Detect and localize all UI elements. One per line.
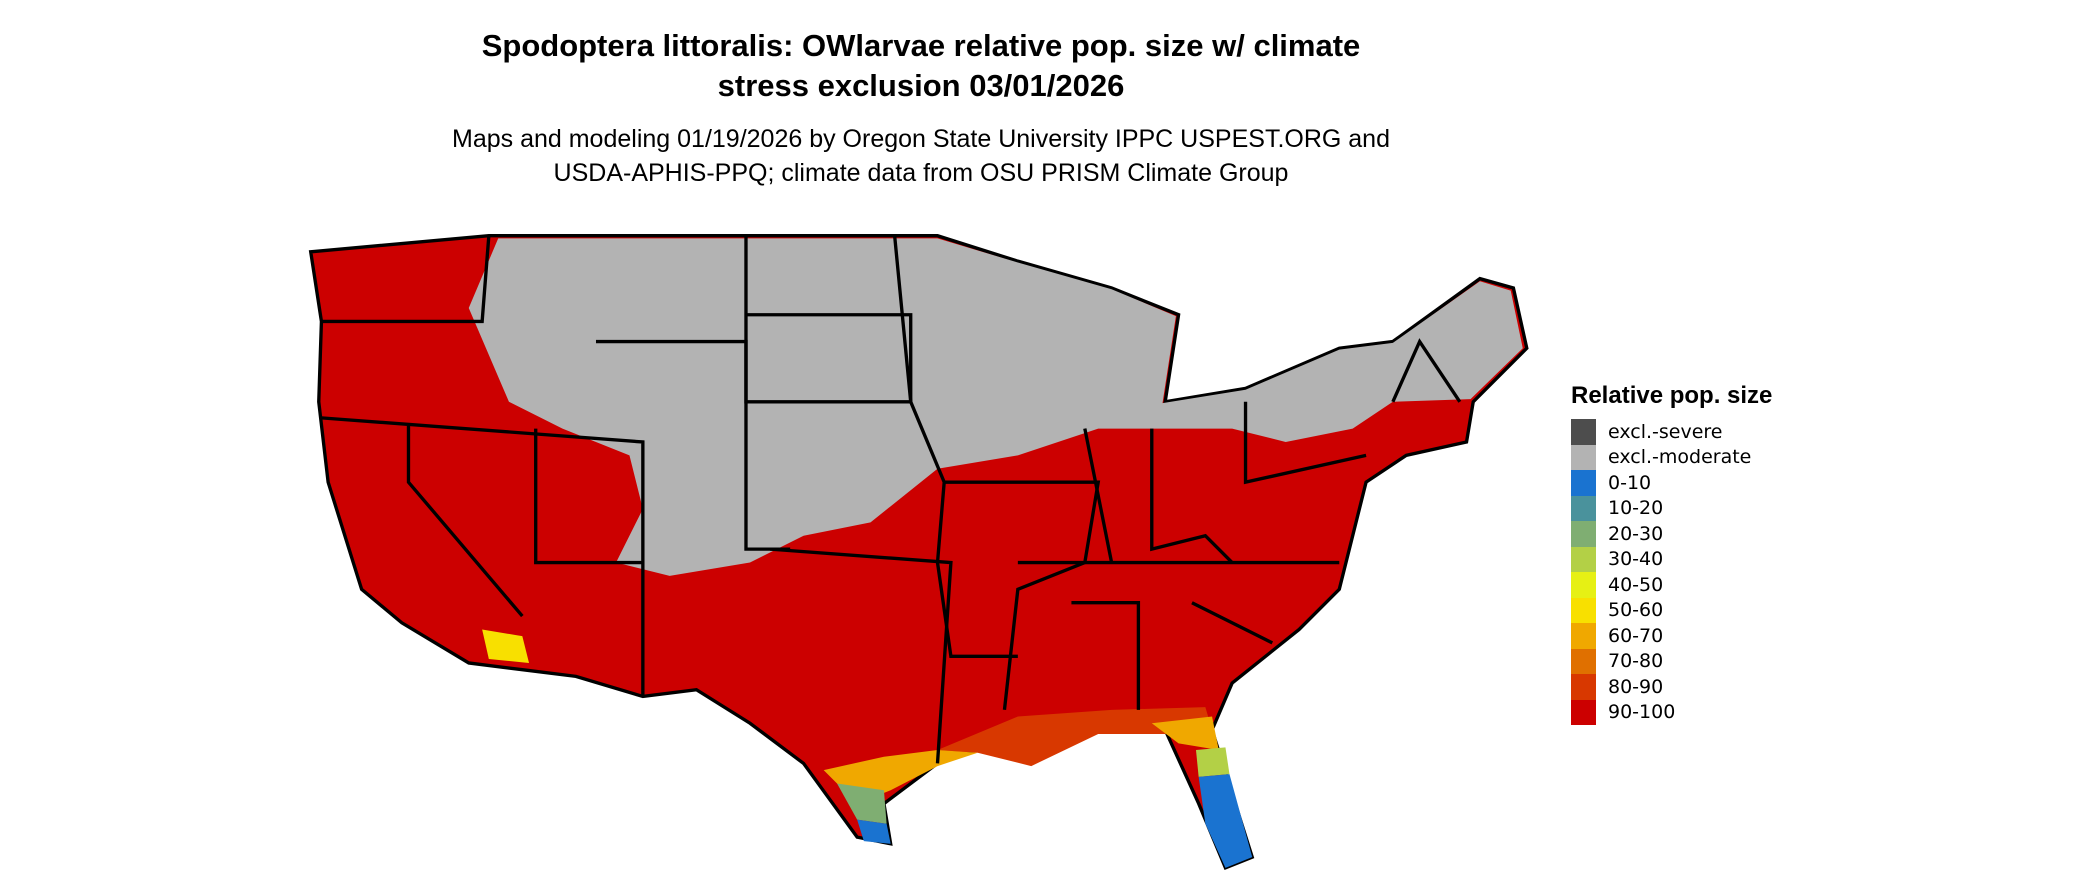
legend-swatch — [1571, 623, 1596, 649]
region-60-70-fl — [1151, 716, 1219, 751]
legend-label: 90-100 — [1608, 701, 1676, 724]
region-70-90 — [937, 707, 1213, 767]
legend-label: excl.-severe — [1608, 420, 1723, 443]
legend-item: excl.-severe — [1571, 419, 1772, 445]
legend-label: 30-40 — [1608, 548, 1664, 571]
legend-swatch — [1571, 699, 1596, 725]
legend-swatch — [1571, 546, 1596, 572]
legend-item: 50-60 — [1571, 597, 1772, 623]
legend-swatch — [1571, 495, 1596, 521]
legend-item: 40-50 — [1571, 572, 1772, 598]
legend-swatch — [1571, 597, 1596, 623]
legend-swatch — [1571, 470, 1596, 496]
legend-label: 70-80 — [1608, 650, 1664, 673]
region-50-60-ca — [482, 629, 530, 663]
subtitle-line-2: USDA-APHIS-PPQ; climate data from OSU PR… — [553, 159, 1289, 187]
map-title: Spodoptera littoralis: OWlarvae relative… — [0, 26, 1842, 106]
region-0-10-fl — [1198, 774, 1253, 868]
title-line-2: stress exclusion 03/01/2026 — [717, 68, 1125, 103]
legend-label: excl.-moderate — [1608, 446, 1752, 469]
legend-item: 60-70 — [1571, 623, 1772, 649]
legend-item: excl.-moderate — [1571, 444, 1772, 470]
legend-label: 0-10 — [1608, 471, 1652, 494]
region-30-40-fl — [1195, 747, 1230, 777]
legend-item: 10-20 — [1571, 495, 1772, 521]
legend-title: Relative pop. size — [1571, 382, 1773, 409]
legend-item: 70-80 — [1571, 648, 1772, 674]
legend-label: 40-50 — [1608, 573, 1664, 596]
legend-label: 20-30 — [1608, 522, 1664, 545]
legend-item: 80-90 — [1571, 674, 1772, 700]
legend-label: 60-70 — [1608, 624, 1664, 647]
legend-label: 80-90 — [1608, 675, 1664, 698]
region-0-10-tx — [857, 819, 891, 844]
legend-item: 20-30 — [1571, 521, 1772, 547]
legend: Relative pop. size excl.-severe excl.-mod… — [1571, 382, 1772, 725]
legend-item: 0-10 — [1571, 470, 1772, 496]
legend-swatch — [1571, 521, 1596, 547]
subtitle-line-1: Maps and modeling 01/19/2026 by Oregon S… — [452, 125, 1390, 153]
legend-swatch — [1571, 444, 1596, 470]
state-borders — [321, 235, 1462, 764]
legend-label: 10-20 — [1608, 497, 1664, 520]
legend-item: 90-100 — [1571, 699, 1772, 725]
region-10-40 — [837, 783, 887, 824]
legend-swatch — [1571, 572, 1596, 598]
legend-swatch — [1571, 648, 1596, 674]
map-subtitle: Maps and modeling 01/19/2026 by Oregon S… — [0, 122, 1842, 190]
region-excluded-moderate — [468, 238, 1523, 576]
legend-item: 30-40 — [1571, 546, 1772, 572]
legend-swatch — [1571, 674, 1596, 700]
title-line-1: Spodoptera littoralis: OWlarvae relative… — [481, 28, 1361, 63]
legend-label: 50-60 — [1608, 599, 1664, 622]
legend-swatch — [1571, 419, 1596, 445]
